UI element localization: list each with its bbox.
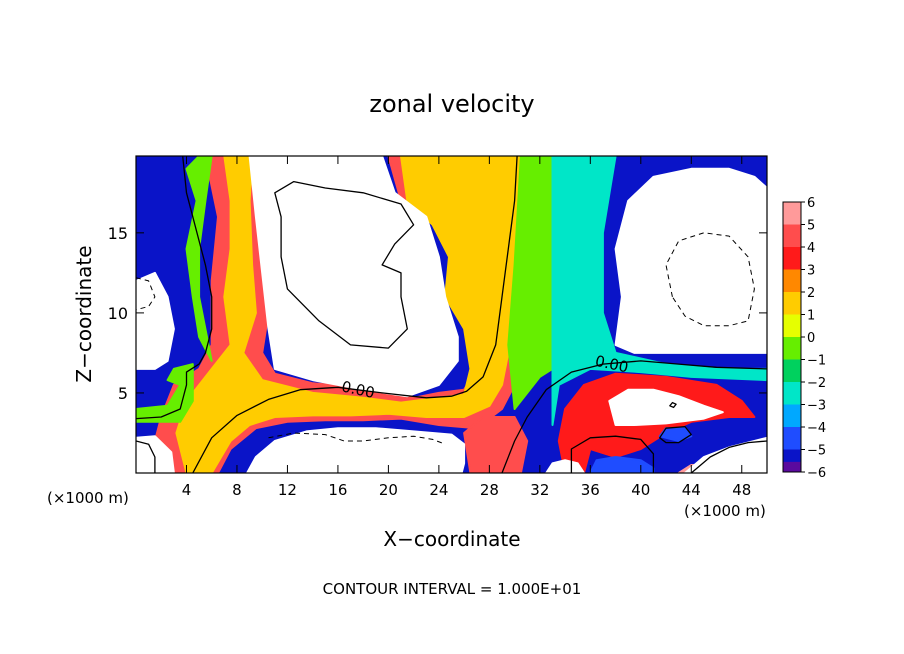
colorbar-label: 2 <box>807 286 815 301</box>
colorbar-label: 6 <box>807 196 815 211</box>
x-tick-label: 36 <box>581 481 600 499</box>
dashed-contour-9 <box>136 277 156 311</box>
x-unit-right: (×1000 m) <box>684 502 766 520</box>
velocity-region-19 <box>136 435 175 473</box>
colorbar-label: 0 <box>807 331 815 346</box>
y-tick-label: 15 <box>108 224 128 243</box>
x-tick-label: 48 <box>732 481 751 499</box>
velocity-fill-layer <box>136 156 767 473</box>
x-tick-label: 32 <box>530 481 549 499</box>
colorbar-swatch-2 <box>783 247 801 270</box>
colorbar-swatch-5 <box>783 314 801 338</box>
x-tick-label: 28 <box>480 481 499 499</box>
x-axis-ticks: 4 8 12 16 20 24 28 32 36 40 44 48 <box>182 156 751 499</box>
colorbar-label: 4 <box>807 241 815 256</box>
colorbar: 6 5 4 3 2 1 0 −1 −2 −3 −4 −5 −6 <box>782 196 826 481</box>
x-tick-label: 16 <box>328 481 347 499</box>
colorbar-swatch-10 <box>783 427 801 450</box>
colorbar-label: 3 <box>807 264 815 279</box>
contour-line-3 <box>570 435 655 473</box>
colorbar-label: −2 <box>807 376 826 391</box>
velocity-region-8 <box>463 416 529 473</box>
colorbar-label: −6 <box>807 466 826 481</box>
chart-title: zonal velocity <box>369 90 534 118</box>
colorbar-label: −4 <box>807 421 826 436</box>
colorbar-swatch-3 <box>783 269 801 293</box>
y-tick-label: 10 <box>108 304 128 323</box>
velocity-region-4 <box>551 156 767 426</box>
y-axis-label: Z−coordinate <box>72 245 96 382</box>
velocity-region-2 <box>175 156 541 473</box>
x-tick-label: 24 <box>429 481 448 499</box>
velocity-region-16 <box>136 271 175 370</box>
colorbar-swatch-1 <box>783 224 801 248</box>
x-tick-label: 44 <box>682 481 701 499</box>
plot-frame <box>135 155 768 474</box>
contour-line-4 <box>659 425 692 444</box>
colorbar-label: −5 <box>807 444 826 459</box>
velocity-region-6 <box>185 156 213 362</box>
colorbar-label: −1 <box>807 354 826 369</box>
x-axis-label: X−coordinate <box>383 527 520 551</box>
contour-line-1 <box>192 156 518 473</box>
contour-line-2 <box>501 360 767 473</box>
colorbar-label: 1 <box>807 309 815 324</box>
colorbar-swatch-7 <box>783 359 801 383</box>
contour-interval-footer: CONTOUR INTERVAL = 1.000E+01 <box>323 580 582 598</box>
x-unit-left: (×1000 m) <box>47 489 129 507</box>
colorbar-label: 5 <box>807 219 815 234</box>
x-tick-label: 12 <box>278 481 297 499</box>
colorbar-swatch-0 <box>783 202 801 225</box>
velocity-region-12 <box>589 456 655 473</box>
colorbar-swatch-bottom <box>783 461 801 472</box>
colorbar-swatch-4 <box>783 292 801 315</box>
velocity-region-14 <box>248 156 459 398</box>
x-tick-label: 20 <box>379 481 398 499</box>
velocity-region-21 <box>684 436 767 473</box>
colorbar-swatch-8 <box>783 382 801 405</box>
colorbar-swatch-6 <box>783 337 801 360</box>
velocity-region-15 <box>614 167 767 354</box>
plot-area <box>136 156 767 473</box>
y-axis-ticks: 5 10 15 <box>108 224 767 403</box>
dashed-contour-10 <box>268 432 446 445</box>
y-tick-label: 5 <box>118 384 128 403</box>
colorbar-swatch-9 <box>783 404 801 428</box>
velocity-region-18 <box>246 427 466 473</box>
contour-line-0 <box>136 156 213 420</box>
contour-lines-layer <box>136 156 767 473</box>
dashed-contour-8 <box>665 232 755 327</box>
contour-line-6 <box>690 440 767 473</box>
contour-line-7 <box>274 180 415 349</box>
x-tick-label: 40 <box>631 481 650 499</box>
x-tick-label: 8 <box>232 481 242 499</box>
colorbar-label: −3 <box>807 399 826 414</box>
x-tick-label: 4 <box>182 481 192 499</box>
velocity-region-17 <box>608 388 724 426</box>
contour-line-5 <box>136 440 156 473</box>
velocity-region-5 <box>136 363 194 423</box>
contour-line-11 <box>669 401 677 409</box>
